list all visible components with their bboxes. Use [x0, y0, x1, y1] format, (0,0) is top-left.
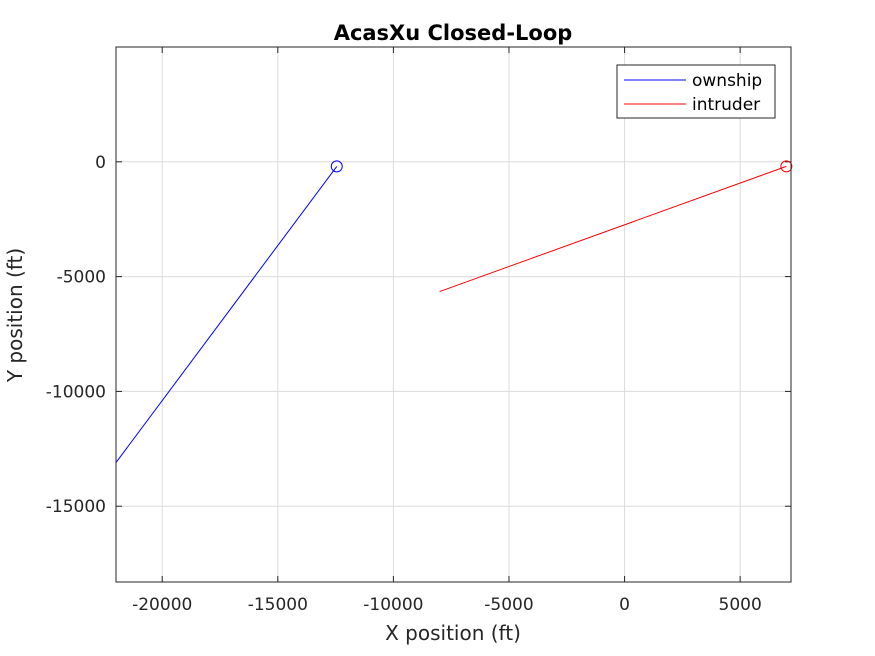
x-axis-label: X position (ft): [385, 621, 521, 645]
x-tick-label: -10000: [363, 595, 423, 615]
plot-area: [116, 47, 791, 582]
x-tick-label: -20000: [132, 595, 192, 615]
y-axis-label: Y position (ft): [3, 248, 27, 383]
x-tick-label: -5000: [484, 595, 533, 615]
y-tick-label: 0: [95, 153, 106, 173]
x-tick-label: -15000: [248, 595, 308, 615]
series-end-marker-intruder: [780, 160, 793, 173]
y-tick-label: -10000: [46, 382, 106, 402]
legend-box: [616, 64, 776, 119]
y-tick-labels: 0 -5000 -10000 -15000: [46, 153, 106, 517]
y-tick-label: -15000: [46, 497, 106, 517]
legend-label-ownship: ownship: [692, 71, 762, 91]
legend: ownship intruder: [616, 64, 776, 119]
chart-title: AcasXu Closed-Loop: [334, 21, 573, 45]
plot-frame: [115, 46, 792, 583]
series-end-marker-ownship: [330, 160, 343, 173]
y-tick-label: -5000: [57, 268, 106, 288]
legend-label-intruder: intruder: [692, 95, 760, 115]
axis-ticks: [116, 47, 791, 582]
series-lines: [115, 160, 793, 463]
x-tick-label: 0: [619, 595, 630, 615]
x-tick-label: 5000: [719, 595, 762, 615]
series-line-ownship: [115, 166, 338, 463]
x-tick-labels: -20000 -15000 -10000 -5000 0 5000: [132, 595, 762, 615]
grid-lines: [116, 47, 791, 582]
series-line-intruder: [439, 165, 787, 293]
